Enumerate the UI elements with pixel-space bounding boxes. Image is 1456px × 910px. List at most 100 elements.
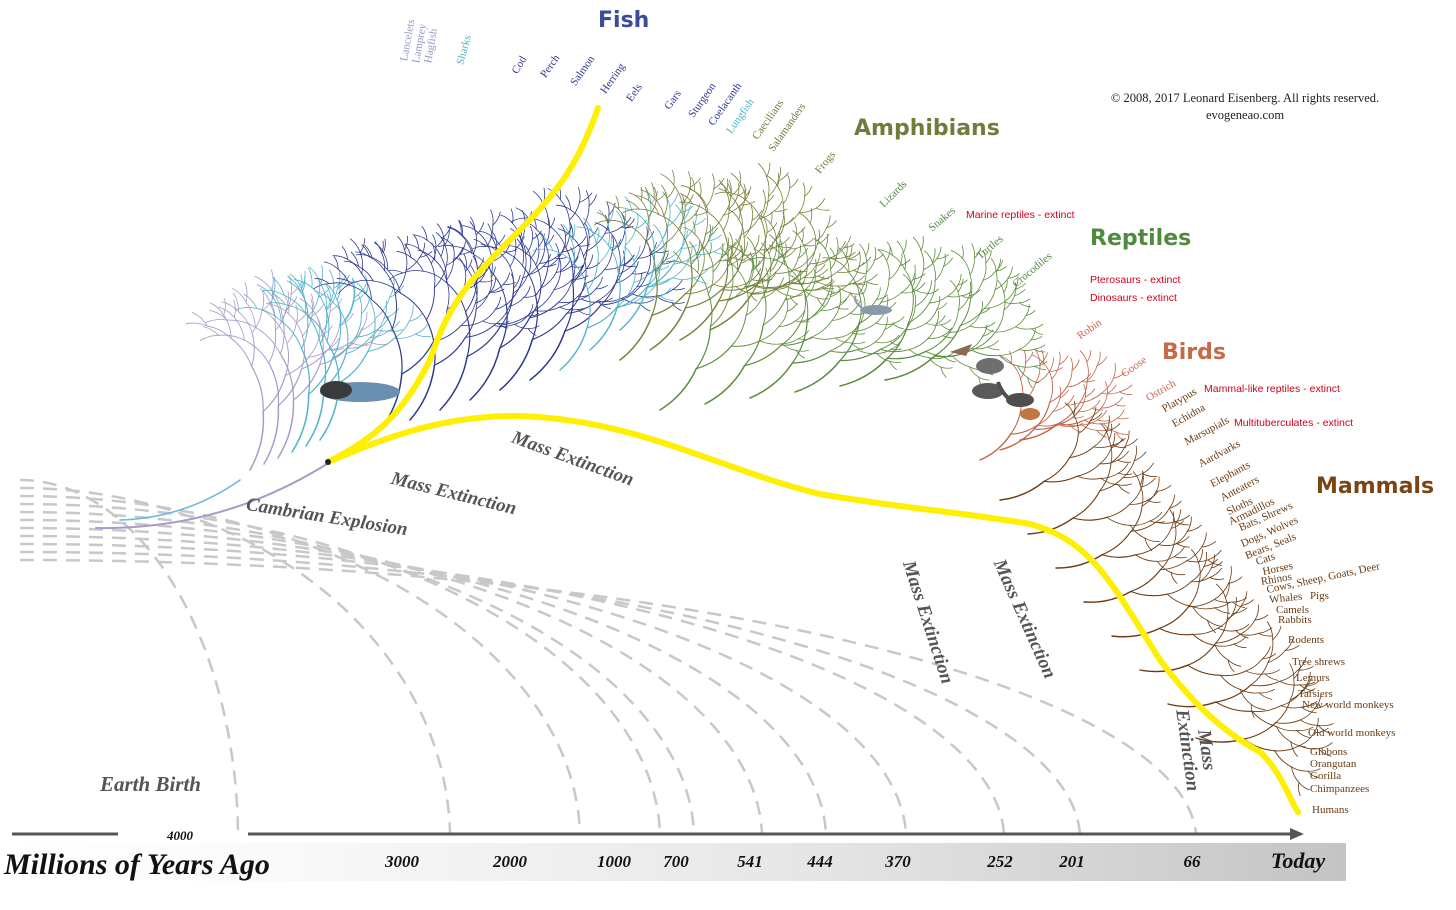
tree-branch	[617, 228, 626, 248]
tree-branch	[940, 324, 952, 331]
tree-branch	[391, 292, 397, 330]
tree-branch	[1173, 530, 1188, 546]
tree-branch	[317, 279, 321, 298]
tree-branch	[555, 265, 572, 273]
reptiles-group-label: Reptiles	[1090, 226, 1192, 251]
tree-branch	[766, 222, 778, 234]
tree-branch	[665, 260, 682, 263]
time-arc	[19, 486, 452, 835]
tree-branch	[558, 228, 574, 239]
tree-branch	[313, 283, 330, 290]
tree-branch	[1290, 741, 1298, 757]
tree-branch	[383, 308, 400, 319]
mammal-taxon-label: New world monkeys	[1302, 699, 1394, 711]
tree-branch	[369, 317, 385, 339]
tree-branch	[817, 268, 828, 277]
tree-branch	[778, 320, 796, 328]
tree-branch	[356, 254, 373, 258]
tree-branch	[1117, 484, 1130, 494]
tree-branch	[851, 341, 866, 344]
tree-branch	[803, 265, 817, 278]
tree-branch	[848, 252, 861, 260]
tree-branch	[886, 260, 890, 280]
tree-branch	[834, 332, 852, 339]
tree-branch	[727, 183, 732, 197]
tree-branch	[1129, 499, 1148, 505]
tree-branch	[587, 263, 598, 291]
tree-branch	[949, 325, 971, 333]
tree-branch	[690, 233, 707, 266]
tree-branch	[709, 293, 753, 331]
tree-branch	[409, 364, 436, 421]
tree-branch	[687, 245, 693, 263]
tree-branch	[766, 176, 770, 197]
tree-branch	[347, 258, 363, 275]
tree-branch	[713, 251, 728, 255]
time-arc	[19, 558, 1198, 835]
tree-branch	[858, 251, 861, 267]
mammals-group-label: Mammals	[1316, 474, 1435, 499]
tree-branch	[490, 266, 496, 278]
tree-branch	[1058, 355, 1069, 365]
tree-branch	[666, 223, 682, 243]
tree-branch	[515, 207, 529, 219]
tree-branch	[277, 399, 295, 459]
tree-branch	[655, 192, 667, 202]
tree-branch	[233, 299, 236, 318]
tree-branch	[469, 347, 501, 401]
tree-branch	[968, 281, 972, 297]
tree-branch	[672, 261, 688, 279]
tree-branch	[1235, 630, 1249, 639]
tree-branch	[585, 223, 590, 239]
tree-branch	[974, 247, 982, 259]
mammal-taxon-label: Tree shrews	[1292, 656, 1346, 668]
tree-branch	[761, 288, 777, 299]
tree-branch	[1106, 384, 1117, 394]
tree-branch	[440, 256, 447, 283]
tree-branch	[1228, 565, 1232, 584]
tree-branch	[809, 208, 813, 224]
tree-branch	[982, 249, 987, 264]
tree-branch	[1117, 409, 1125, 419]
tree-branch	[206, 325, 232, 339]
tree-branch	[584, 268, 606, 285]
tree-branch	[783, 284, 806, 291]
tree-branch	[585, 254, 594, 270]
tree-branch	[1210, 561, 1223, 569]
tree-branch	[1233, 643, 1247, 649]
tree-branch	[1289, 678, 1295, 701]
tree-branch	[813, 269, 816, 284]
tree-branch	[437, 244, 454, 248]
tree-branch	[961, 245, 964, 259]
tree-branch	[1141, 477, 1156, 488]
tick-label: 700	[663, 852, 689, 871]
tree-branch	[435, 237, 444, 248]
tree-branch	[1100, 472, 1119, 479]
tree-branch	[1090, 412, 1103, 421]
tree-branch	[1015, 315, 1027, 328]
tree-branch	[640, 199, 649, 218]
tree-branch	[268, 329, 277, 364]
tree-branch	[737, 269, 747, 289]
tree-branch	[358, 265, 374, 282]
tree-branch	[778, 311, 788, 328]
tree-branch	[1117, 450, 1129, 461]
tree-branch	[1100, 422, 1110, 441]
tree-branch	[709, 227, 718, 237]
tree-branch	[1020, 362, 1026, 380]
tree-branch	[1017, 365, 1035, 368]
tree-branch	[1274, 750, 1292, 768]
tree-branch	[1275, 699, 1291, 723]
tree-branch	[1261, 653, 1276, 660]
tree-branch	[1191, 606, 1216, 610]
tree-branch	[1043, 475, 1078, 483]
tree-branch	[1198, 562, 1201, 583]
tree-branch	[285, 291, 289, 310]
tree-branch	[884, 322, 895, 330]
tree-branch	[735, 238, 743, 253]
tree-branch	[1025, 351, 1034, 363]
tree-branch	[244, 282, 248, 303]
tree-branch	[1166, 581, 1192, 595]
tree-branch	[618, 257, 639, 275]
tree-branch	[1059, 386, 1062, 399]
